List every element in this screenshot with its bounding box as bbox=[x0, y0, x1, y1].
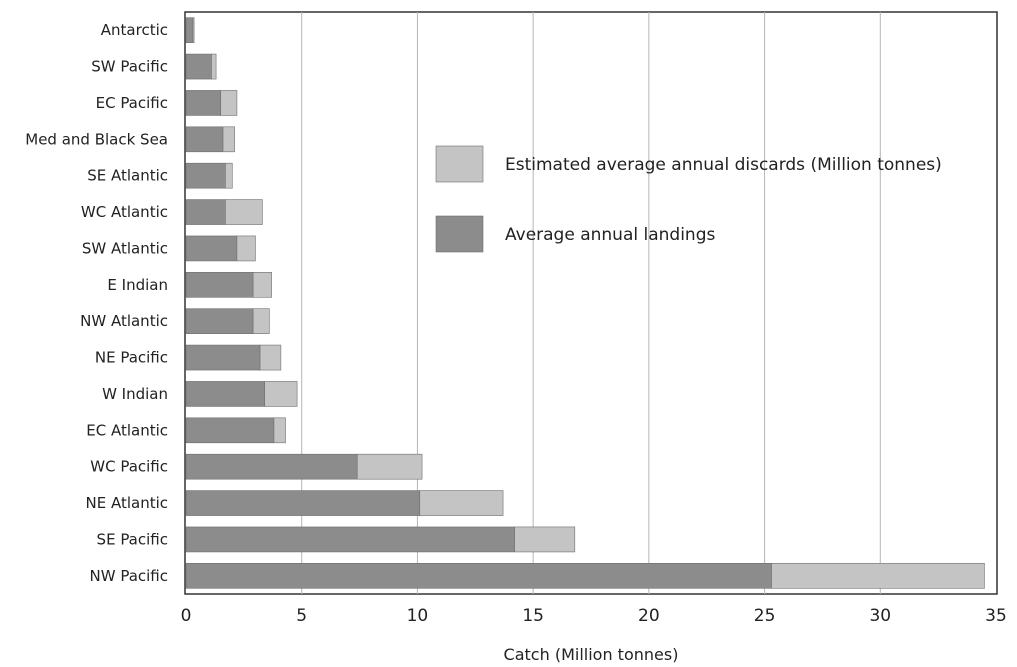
x-tick-label: 0 bbox=[181, 606, 192, 626]
bar-landings bbox=[185, 344, 261, 371]
x-tick-label: 30 bbox=[869, 606, 891, 626]
x-axis-title: Catch (Million tonnes) bbox=[504, 645, 679, 664]
bar-landings bbox=[185, 199, 226, 225]
category-label: EC Pacific bbox=[96, 94, 168, 112]
bar-discards bbox=[211, 53, 217, 80]
category-label: SE Pacific bbox=[97, 530, 168, 548]
category-label: SW Pacific bbox=[91, 58, 168, 76]
bar-series bbox=[185, 17, 985, 589]
x-tick-label: 25 bbox=[754, 606, 776, 626]
legend-swatch bbox=[435, 215, 484, 253]
category-label: W Indian bbox=[102, 385, 168, 403]
bar-landings bbox=[185, 381, 265, 407]
category-label: NE Pacific bbox=[95, 349, 168, 367]
bar-landings bbox=[185, 308, 254, 334]
bar-discards bbox=[514, 526, 576, 553]
bar-landings bbox=[185, 17, 194, 43]
legend-label: Estimated average annual discards (Milli… bbox=[505, 155, 942, 175]
bar-landings bbox=[185, 162, 226, 189]
category-label: WC Pacific bbox=[90, 458, 168, 476]
x-tick-label: 20 bbox=[638, 606, 660, 626]
bar-landings bbox=[185, 453, 358, 480]
bar-landings bbox=[185, 526, 515, 553]
category-label: NE Atlantic bbox=[85, 494, 168, 512]
category-label: Med and Black Sea bbox=[25, 130, 168, 148]
category-label: NW Atlantic bbox=[80, 312, 168, 330]
bar-landings bbox=[185, 90, 222, 116]
x-tick-label: 5 bbox=[296, 606, 307, 626]
category-label: E Indian bbox=[107, 276, 168, 294]
category-label: WC Atlantic bbox=[81, 203, 168, 221]
bar-discards bbox=[259, 344, 282, 371]
legend-swatch bbox=[435, 145, 484, 183]
x-tick-label: 10 bbox=[407, 606, 429, 626]
bar-discards bbox=[222, 126, 235, 153]
x-axis-ticks: 0 5 10 15 20 25 30 35 bbox=[181, 606, 1007, 626]
bar-discards bbox=[225, 162, 233, 189]
category-labels: Antarctic SW Pacific EC Pacific Med and Bla… bbox=[25, 21, 168, 585]
bar-landings bbox=[185, 563, 772, 589]
category-label: SE Atlantic bbox=[87, 167, 168, 185]
category-label: EC Atlantic bbox=[86, 421, 168, 439]
bar-discards bbox=[252, 272, 272, 298]
bar-discards bbox=[771, 563, 985, 589]
bar-landings bbox=[185, 490, 421, 516]
bar-discards bbox=[419, 490, 504, 516]
bar-discards bbox=[236, 235, 256, 262]
x-tick-label: 35 bbox=[985, 606, 1007, 626]
bar-landings bbox=[185, 417, 275, 444]
category-label: SW Atlantic bbox=[82, 239, 168, 257]
bar-discards bbox=[252, 308, 270, 334]
legend: Estimated average annual discards (Milli… bbox=[435, 145, 942, 253]
bar-landings bbox=[185, 272, 254, 298]
x-tick-label: 15 bbox=[522, 606, 544, 626]
bar-landings bbox=[185, 53, 212, 80]
bar-discards bbox=[220, 90, 238, 116]
bar-landings bbox=[185, 126, 224, 153]
bar-discards bbox=[225, 199, 263, 225]
bar-discards bbox=[192, 17, 195, 43]
category-label: NW Pacific bbox=[90, 567, 169, 585]
bar-discards bbox=[264, 381, 298, 407]
legend-label: Average annual landings bbox=[505, 225, 715, 245]
bar-discards bbox=[273, 417, 286, 444]
category-label: Antarctic bbox=[101, 21, 168, 39]
bar-discards bbox=[356, 453, 423, 480]
bar-landings bbox=[185, 235, 238, 262]
